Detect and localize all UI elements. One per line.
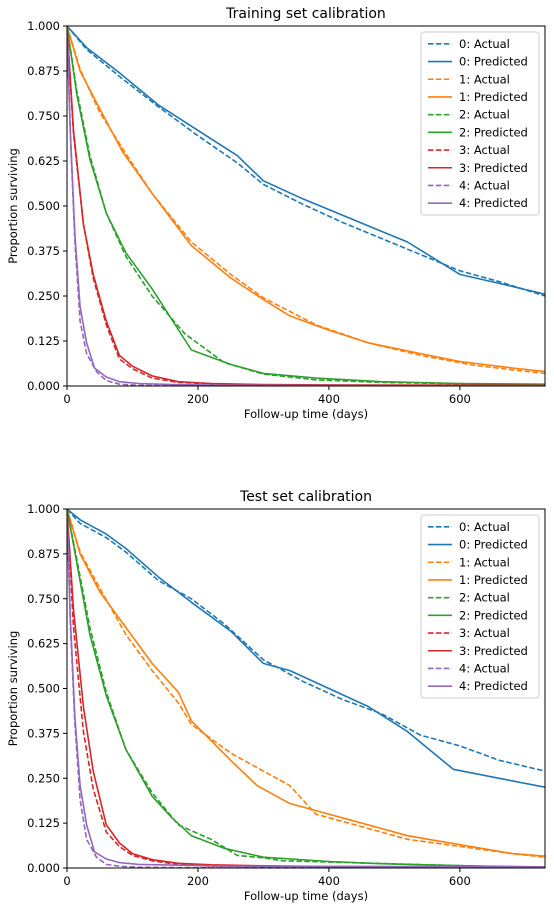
y-axis-label: Proportion surviving xyxy=(6,631,20,747)
legend-label: 0: Predicted xyxy=(459,538,528,552)
legend-label: 3: Actual xyxy=(459,626,510,640)
legend-box xyxy=(420,31,540,216)
series-line-1-actual xyxy=(67,509,545,858)
y-tick-label: 1.000 xyxy=(27,19,60,33)
y-tick-label: 1.000 xyxy=(27,502,60,516)
legend-label: 0: Predicted xyxy=(459,55,528,69)
legend-label: 4: Actual xyxy=(459,178,510,192)
legend-label: 4: Predicted xyxy=(459,196,528,210)
series-line-2-predicted xyxy=(67,26,545,385)
series-line-0-predicted xyxy=(67,26,545,295)
x-tick-label: 200 xyxy=(187,874,209,888)
chart-title: Training set calibration xyxy=(225,6,386,22)
x-tick-label: 0 xyxy=(63,392,70,406)
y-tick-label: 0.250 xyxy=(27,289,60,303)
legend-label: 1: Actual xyxy=(459,72,510,86)
x-tick-label: 400 xyxy=(318,874,340,888)
legend-label: 1: Predicted xyxy=(459,573,528,587)
series-line-0-actual xyxy=(67,509,545,772)
series-line-1-predicted xyxy=(67,509,545,857)
y-tick-label: 0.750 xyxy=(27,109,60,123)
legend: 0: Actual 0: Predicted 1: Actual 1: Predict… xyxy=(420,31,540,216)
legend-label: 1: Actual xyxy=(459,555,510,569)
y-tick-label: 0.750 xyxy=(27,592,60,606)
x-axis-label: Follow-up time (days) xyxy=(244,407,368,421)
y-tick-label: 0.250 xyxy=(27,771,60,785)
x-tick-label: 0 xyxy=(63,874,70,888)
y-tick-label: 0.625 xyxy=(27,637,60,651)
x-tick-label: 400 xyxy=(318,392,340,406)
y-axis-label: Proportion surviving xyxy=(6,148,20,264)
x-tick-label: 200 xyxy=(187,392,209,406)
y-tick-label: 0.375 xyxy=(27,726,60,740)
legend-label: 0: Actual xyxy=(459,520,510,534)
x-tick-label: 600 xyxy=(449,392,471,406)
series-line-1-actual xyxy=(67,26,545,375)
y-tick-label: 0.000 xyxy=(27,861,60,875)
y-tick-label: 0.625 xyxy=(27,154,60,168)
y-tick-label: 0.500 xyxy=(27,199,60,213)
chart-panel-0: Training set calibration 0.000 0.125 0.250 0… xyxy=(6,6,546,421)
legend: 0: Actual 0: Predicted 1: Actual 1: Predict… xyxy=(420,514,540,699)
series-line-1-predicted xyxy=(67,26,545,373)
legend-label: 2: Actual xyxy=(459,108,510,122)
legend-label: 1: Predicted xyxy=(459,90,528,104)
series-line-0-actual xyxy=(67,26,545,297)
legend-label: 0: Actual xyxy=(459,37,510,51)
y-tick-label: 0.500 xyxy=(27,682,60,696)
y-tick-label: 0.125 xyxy=(27,816,60,830)
y-tick-label: 0.875 xyxy=(27,547,60,561)
legend-label: 2: Actual xyxy=(459,591,510,605)
chart-panel-1: Test set calibration 0.000 0.125 0.250 0.375… xyxy=(6,489,546,903)
y-tick-label: 0.375 xyxy=(27,244,60,258)
series-line-4-predicted xyxy=(67,509,545,868)
series-line-4-predicted xyxy=(67,26,545,386)
series-line-2-predicted xyxy=(67,509,545,868)
series-group xyxy=(67,26,545,386)
legend-label: 2: Predicted xyxy=(459,608,528,622)
y-tick-label: 0.875 xyxy=(27,64,60,78)
legend-box xyxy=(420,514,540,699)
series-line-2-actual xyxy=(67,509,545,868)
legend-label: 3: Predicted xyxy=(459,161,528,175)
legend-label: 4: Actual xyxy=(459,661,510,675)
series-line-0-predicted xyxy=(67,509,545,788)
legend-label: 4: Predicted xyxy=(459,679,528,693)
y-tick-label: 0.125 xyxy=(27,334,60,348)
x-tick-label: 600 xyxy=(449,874,471,888)
x-axis-label: Follow-up time (days) xyxy=(244,889,368,903)
chart-title: Test set calibration xyxy=(239,489,372,505)
legend-label: 2: Predicted xyxy=(459,125,528,139)
legend-label: 3: Actual xyxy=(459,143,510,157)
y-tick-label: 0.000 xyxy=(27,379,60,393)
legend-label: 3: Predicted xyxy=(459,644,528,658)
